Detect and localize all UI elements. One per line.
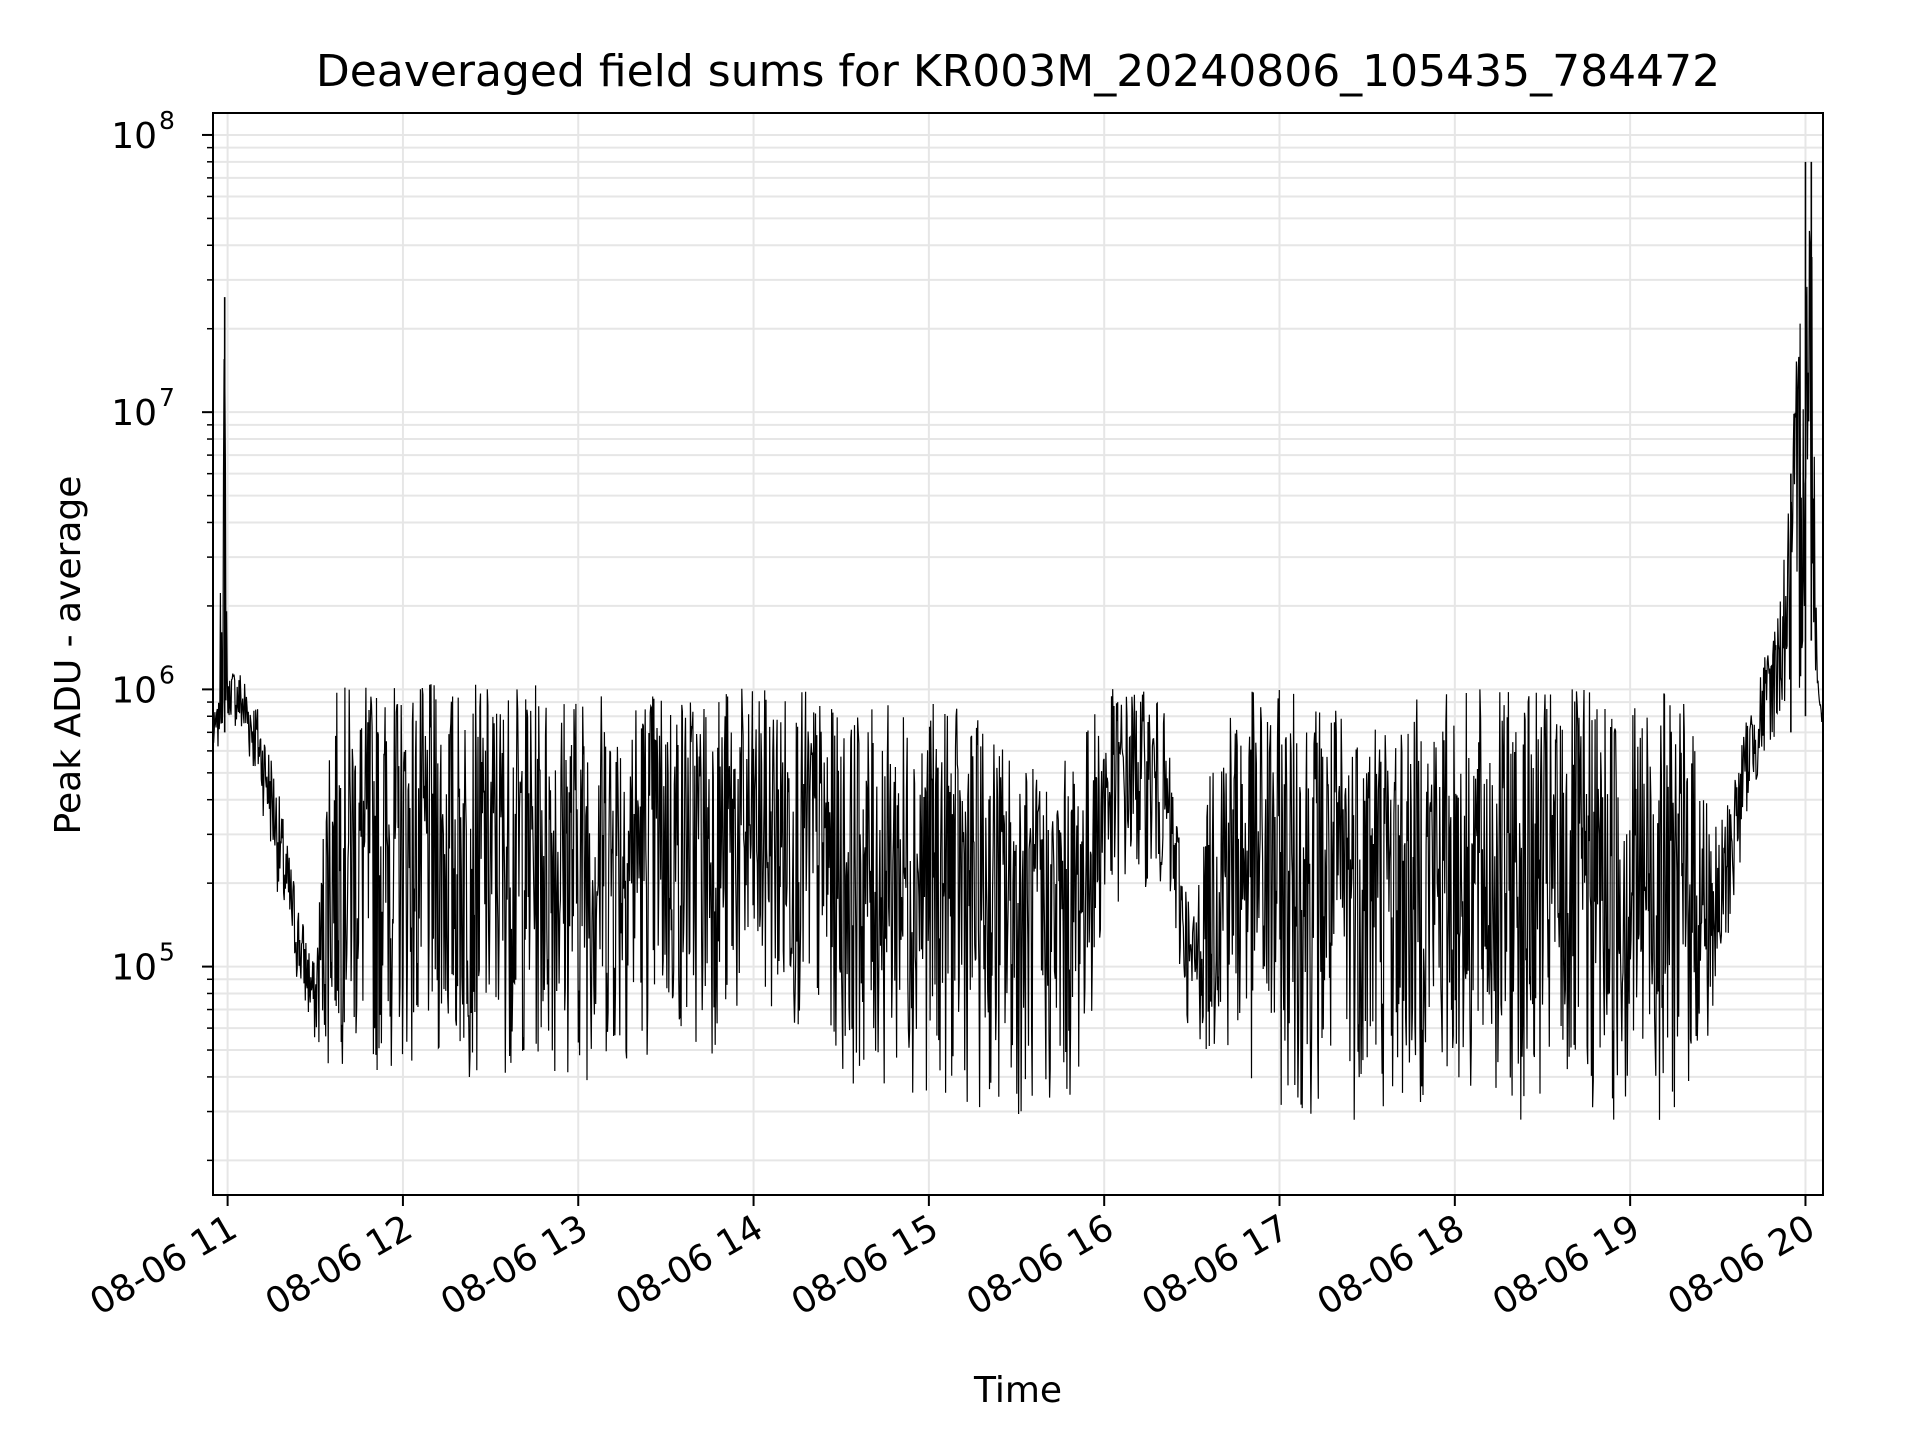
x-axis-label: Time — [973, 1370, 1062, 1411]
y-tick-exponent: 6 — [159, 660, 175, 689]
y-tick-exponent: 8 — [159, 106, 175, 135]
y-tick-label: 10 — [111, 948, 157, 989]
series-line — [212, 230, 1824, 1120]
minor-gridlines — [213, 146, 1823, 1162]
chart-title: Deaveraged field sums for KR003M_2024080… — [316, 46, 1720, 97]
y-tick-label: 10 — [111, 393, 157, 434]
y-tick-label: 10 — [111, 116, 157, 157]
plot-frame — [212, 112, 1824, 1196]
y-axis-label: Peak ADU - average — [48, 476, 89, 835]
data-series — [212, 161, 1824, 1120]
y-tick-exponent: 7 — [159, 383, 175, 412]
y-tick-exponent: 5 — [159, 938, 175, 967]
y-tick-label: 10 — [111, 670, 157, 711]
